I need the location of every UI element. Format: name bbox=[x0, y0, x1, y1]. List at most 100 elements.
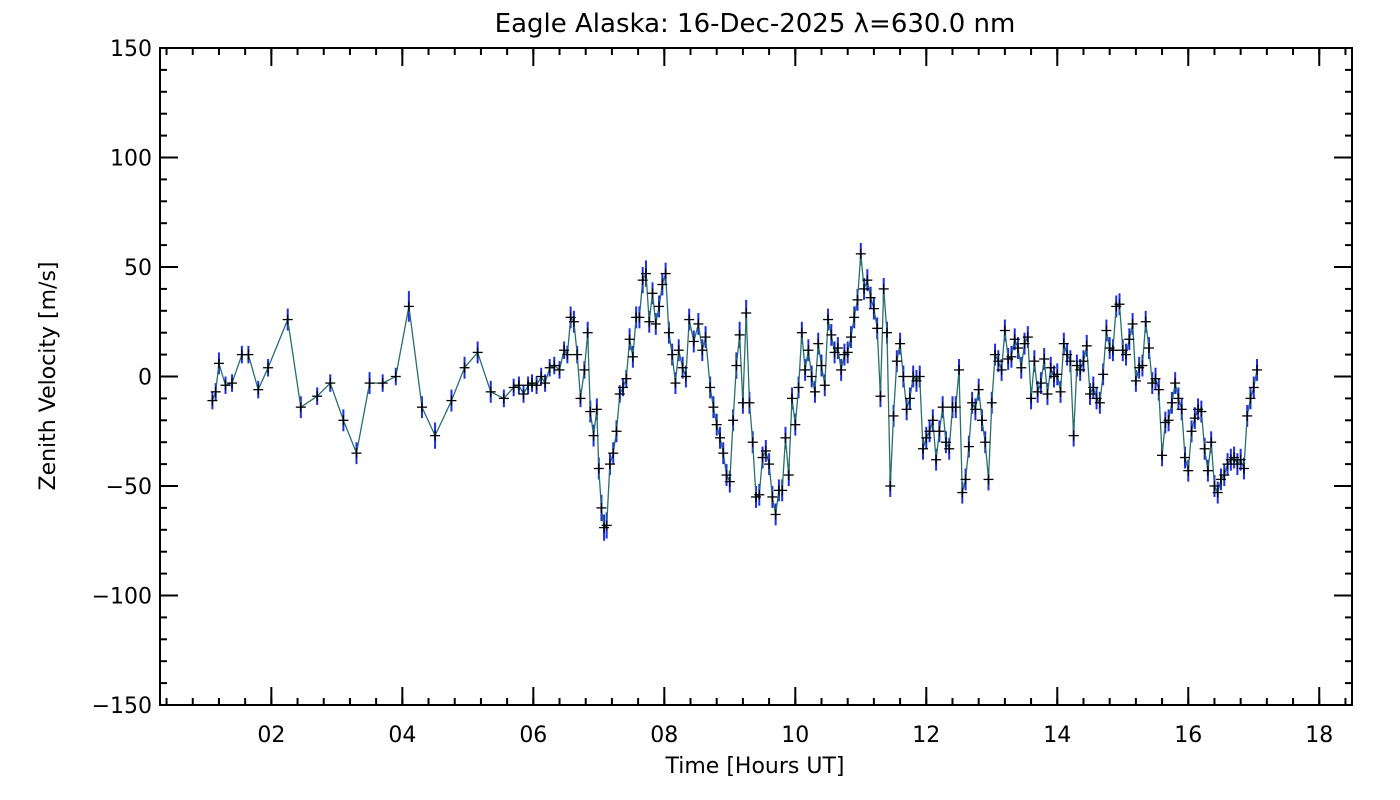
data-point-marker bbox=[855, 248, 866, 259]
data-point-marker bbox=[1052, 369, 1063, 380]
data-point-marker bbox=[993, 356, 1004, 367]
data-point-marker bbox=[901, 404, 912, 415]
data-point-marker bbox=[865, 292, 876, 303]
y-tick-label: 150 bbox=[110, 37, 152, 62]
data-point-marker bbox=[1065, 356, 1076, 367]
data-point-marker bbox=[210, 386, 221, 397]
data-point-marker bbox=[744, 397, 755, 408]
data-point-marker bbox=[680, 371, 691, 382]
data-point-marker bbox=[770, 509, 781, 520]
data-point-marker bbox=[614, 389, 625, 400]
data-point-marker bbox=[734, 329, 745, 340]
data-point-marker bbox=[1085, 389, 1096, 400]
data-point-marker bbox=[796, 327, 807, 338]
data-point-marker bbox=[862, 275, 873, 286]
data-point-marker bbox=[711, 419, 722, 430]
data-point-marker bbox=[1219, 470, 1230, 481]
data-point-marker bbox=[508, 382, 519, 393]
data-point-marker bbox=[1245, 393, 1256, 404]
data-point-marker bbox=[787, 393, 798, 404]
data-point-marker bbox=[921, 432, 932, 443]
data-point-marker bbox=[627, 351, 638, 362]
data-point-marker bbox=[220, 380, 231, 391]
data-point-marker bbox=[757, 452, 768, 463]
data-point-marker bbox=[621, 373, 632, 384]
data-point-marker bbox=[693, 318, 704, 329]
data-point-marker bbox=[544, 362, 555, 373]
data-point-marker bbox=[990, 349, 1001, 360]
data-point-marker bbox=[1088, 382, 1099, 393]
data-point-marker bbox=[1022, 332, 1033, 343]
data-point-marker bbox=[764, 459, 775, 470]
data-point-marker bbox=[731, 360, 742, 371]
x-tick-label: 14 bbox=[1043, 723, 1071, 748]
x-tick-label: 16 bbox=[1174, 723, 1202, 748]
plot-border bbox=[159, 47, 1353, 706]
data-point-marker bbox=[647, 288, 658, 299]
data-point-marker bbox=[1019, 338, 1030, 349]
data-point-marker bbox=[1062, 349, 1073, 360]
data-point-marker bbox=[1029, 356, 1040, 367]
data-point-marker bbox=[377, 378, 388, 389]
data-point-marker bbox=[667, 349, 678, 360]
data-point-marker bbox=[881, 327, 892, 338]
data-point-marker bbox=[842, 347, 853, 358]
data-point-marker bbox=[624, 334, 635, 345]
data-point-marker bbox=[741, 307, 752, 318]
x-tick-label: 04 bbox=[388, 723, 416, 748]
data-point-marker bbox=[954, 364, 965, 375]
data-point-marker bbox=[803, 345, 814, 356]
data-point-marker bbox=[1068, 430, 1079, 441]
x-tick-label: 06 bbox=[519, 723, 547, 748]
data-point-marker bbox=[312, 391, 323, 402]
data-point-marker bbox=[996, 364, 1007, 375]
y-tick-label: −50 bbox=[106, 475, 152, 500]
y-axis-title: Zenith Velocity [m/s] bbox=[36, 262, 61, 491]
data-point-marker bbox=[845, 332, 856, 343]
data-point-marker bbox=[536, 371, 547, 382]
y-tick-label: 0 bbox=[138, 366, 152, 391]
data-point-marker bbox=[253, 384, 264, 395]
data-point-marker bbox=[644, 316, 655, 327]
data-point-marker bbox=[705, 382, 716, 393]
data-point-marker bbox=[852, 294, 863, 305]
data-point-marker bbox=[819, 380, 830, 391]
data-point-marker bbox=[885, 481, 896, 491]
data-point-marker bbox=[1101, 325, 1112, 336]
data-point-marker bbox=[207, 395, 218, 406]
data-point-marker bbox=[813, 338, 824, 349]
data-point-marker bbox=[878, 283, 889, 294]
data-point-marker bbox=[1238, 463, 1249, 474]
data-point-marker bbox=[1078, 356, 1089, 367]
data-point-marker bbox=[485, 386, 496, 397]
data-point-marker bbox=[1130, 375, 1141, 386]
chart-title: Eagle Alaska: 16-Dec-2025 λ=630.0 nm bbox=[495, 9, 1016, 39]
data-point-marker bbox=[957, 487, 968, 498]
data-point-marker bbox=[263, 362, 274, 373]
data-point-marker bbox=[1009, 334, 1020, 345]
data-point-marker bbox=[403, 301, 414, 312]
data-point-marker bbox=[777, 485, 788, 496]
data-point-marker bbox=[338, 415, 349, 426]
data-point-marker bbox=[513, 380, 524, 391]
data-point-marker bbox=[976, 415, 987, 426]
data-point-marker bbox=[1140, 316, 1151, 327]
data-point-marker bbox=[1042, 389, 1053, 400]
data-point-marker bbox=[364, 378, 375, 389]
data-point-marker bbox=[1163, 415, 1174, 426]
data-point-marker bbox=[591, 404, 602, 415]
y-tick-label: 50 bbox=[124, 256, 152, 281]
data-point-marker bbox=[579, 364, 590, 375]
data-point-marker bbox=[588, 430, 599, 441]
data-point-marker bbox=[416, 402, 427, 413]
data-series bbox=[207, 242, 1263, 541]
y-tick-label: −150 bbox=[92, 694, 152, 719]
data-point-marker bbox=[924, 426, 935, 437]
data-point-marker bbox=[937, 402, 948, 413]
x-tick-label: 12 bbox=[912, 723, 940, 748]
data-point-marker bbox=[934, 426, 945, 437]
data-point-marker bbox=[325, 378, 336, 389]
data-point-marker bbox=[684, 314, 695, 325]
data-point-marker bbox=[430, 430, 441, 441]
data-point-marker bbox=[568, 316, 579, 327]
